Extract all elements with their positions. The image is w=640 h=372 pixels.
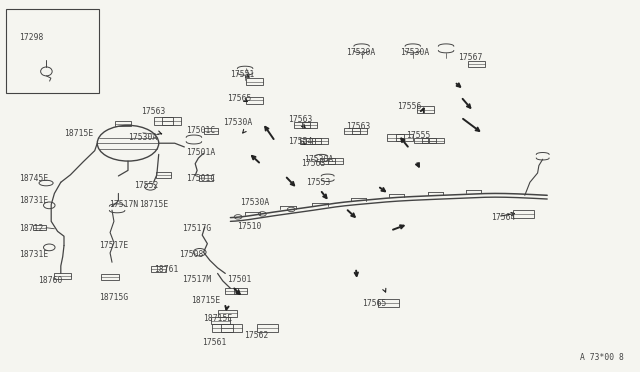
- Text: 17563: 17563: [288, 115, 312, 124]
- Text: 17554: 17554: [288, 137, 312, 146]
- Text: 17551: 17551: [230, 70, 255, 79]
- Text: 17552: 17552: [134, 182, 159, 190]
- Text: 17298: 17298: [19, 33, 44, 42]
- Text: 17556: 17556: [397, 102, 421, 110]
- Text: 17530A: 17530A: [346, 48, 375, 57]
- Text: 17565: 17565: [227, 94, 252, 103]
- Text: 17530A: 17530A: [304, 155, 333, 164]
- Text: 17555: 17555: [406, 131, 431, 140]
- Text: 17530A: 17530A: [128, 133, 157, 142]
- Text: 18715E: 18715E: [64, 129, 93, 138]
- Text: 17517M: 17517M: [182, 275, 212, 284]
- Text: 17508: 17508: [179, 250, 204, 259]
- Text: 17563: 17563: [141, 107, 165, 116]
- Text: 17530A: 17530A: [400, 48, 429, 57]
- Text: 17565: 17565: [362, 299, 386, 308]
- Text: 17563: 17563: [301, 159, 325, 168]
- Text: 18745E: 18745E: [19, 174, 49, 183]
- Text: 17517N: 17517N: [109, 200, 138, 209]
- Text: 17517E: 17517E: [99, 241, 129, 250]
- Text: 18715E: 18715E: [204, 314, 233, 323]
- Text: 17562: 17562: [244, 331, 269, 340]
- Text: 18731E: 18731E: [19, 196, 49, 205]
- Text: 17530A: 17530A: [240, 198, 269, 207]
- Text: 17561: 17561: [202, 338, 226, 347]
- Text: 17563: 17563: [346, 122, 370, 131]
- Text: 17501A: 17501A: [186, 148, 215, 157]
- Text: 17530A: 17530A: [223, 118, 252, 127]
- Text: 18761: 18761: [154, 265, 178, 274]
- Text: A 73*00 8: A 73*00 8: [580, 353, 624, 362]
- Text: 17501: 17501: [227, 275, 252, 283]
- Text: 17567: 17567: [458, 53, 482, 62]
- Text: 17501C: 17501C: [186, 126, 215, 135]
- Text: 17564: 17564: [492, 213, 516, 222]
- Text: 17553: 17553: [306, 178, 330, 187]
- Text: 18731E: 18731E: [19, 250, 49, 259]
- Text: 17517G: 17517G: [182, 224, 212, 233]
- Text: 17510: 17510: [237, 222, 261, 231]
- Text: 18712: 18712: [19, 224, 44, 233]
- Text: 17501C: 17501C: [186, 174, 215, 183]
- Text: 18760: 18760: [38, 276, 63, 285]
- Text: 18715E: 18715E: [191, 296, 220, 305]
- Text: 18715G: 18715G: [99, 293, 129, 302]
- Text: 18715E: 18715E: [140, 200, 169, 209]
